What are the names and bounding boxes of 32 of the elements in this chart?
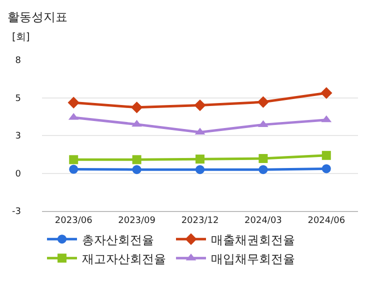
legend-label: 재고자산회전율 xyxy=(82,252,166,266)
x-tick-label: 2023/12 xyxy=(181,216,219,226)
y-axis-title: [회] xyxy=(12,32,30,43)
point xyxy=(132,120,142,127)
y-tick-label: -3 xyxy=(12,207,21,218)
point xyxy=(69,155,78,164)
legend-label: 매출채권회전율 xyxy=(211,232,295,247)
y-tick-label: 3 xyxy=(15,132,21,142)
point xyxy=(257,96,270,108)
point xyxy=(196,165,204,174)
x-tick-label: 2023/09 xyxy=(118,216,156,226)
y-tick-label: 5 xyxy=(15,94,21,104)
point xyxy=(320,87,332,99)
point xyxy=(69,164,78,174)
point xyxy=(196,154,204,164)
point xyxy=(132,165,142,174)
chart-title: 활동성지표 xyxy=(7,10,68,24)
x-tick-label: 2024/06 xyxy=(308,216,346,226)
point xyxy=(258,165,268,174)
legend-label: 매입채무회전율 xyxy=(211,252,295,266)
point xyxy=(130,102,143,114)
y-tick-label: 8 xyxy=(15,56,22,66)
y-tick-label: 0 xyxy=(15,169,22,180)
legend-label: 총자산회전율 xyxy=(82,232,154,247)
x-tick-label: 2023/06 xyxy=(54,216,93,226)
point xyxy=(258,154,268,164)
point xyxy=(194,99,206,112)
point xyxy=(322,150,331,160)
point xyxy=(68,96,80,108)
point xyxy=(322,164,331,174)
x-tick-label: 2024/03 xyxy=(244,216,282,226)
point xyxy=(132,155,142,164)
